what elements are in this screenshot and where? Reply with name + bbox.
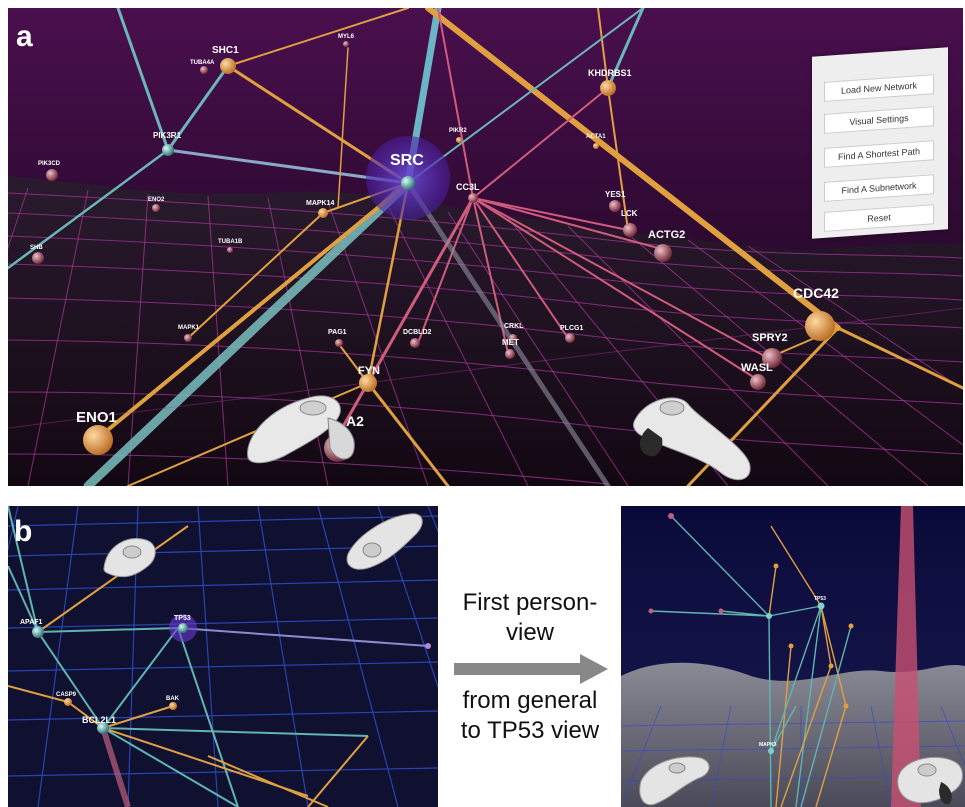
reset-button[interactable]: Reset <box>824 204 934 232</box>
node-label-tuba4a: TUBA4A <box>190 60 215 66</box>
vr-controller-left[interactable] <box>247 395 355 464</box>
vr-controller-b-right-1[interactable] <box>639 756 710 806</box>
caption-line-4: to TP53 view <box>460 717 600 744</box>
panel-a-node-labels: SHC1 TUBA4A MYL6 PIK3R1 PIK3CD ENO2 SHB … <box>30 34 839 429</box>
load-new-network-button[interactable]: Load New Network <box>824 74 934 102</box>
node-label-plcg1: PLCG1 <box>560 325 583 332</box>
node-label-shc1: SHC1 <box>212 45 239 56</box>
caption-line-2: view <box>505 619 554 646</box>
vr-menu-panel: Load New Network Visual Settings Find A … <box>812 47 948 239</box>
panel-b-left-node-labels: APAF1 TP53 CASP9 BAK BCL2L1 <box>20 615 191 725</box>
panel-b-right-nodes <box>648 513 854 754</box>
node-label-pik3cd: PIK3CD <box>38 161 61 167</box>
node-label-bcl2l1: BCL2L1 <box>82 715 116 725</box>
panel-a-canvas: SHC1 TUBA4A MYL6 PIK3R1 PIK3CD ENO2 SHB … <box>8 8 963 486</box>
highlight-beam <box>891 506 921 807</box>
node-label-lck: LCK <box>621 209 638 218</box>
node-label-pikr2: PIKR2 <box>449 128 467 134</box>
node-label-actg2: ACTG2 <box>648 229 685 241</box>
node-label-a2: A2 <box>346 413 364 429</box>
node-label-acta1: ACTA1 <box>586 134 606 140</box>
panel-b-general-view: APAF1 TP53 CASP9 BAK BCL2L1 <box>8 506 438 807</box>
panel-b-right-node-labels: TP53 MAPK3 <box>759 596 826 748</box>
panel-label-a: a <box>16 20 33 53</box>
find-subnetwork-button[interactable]: Find A Subnetwork <box>824 174 934 202</box>
node-label-crkl: CRKL <box>504 323 524 330</box>
node-label-myl6: MYL6 <box>338 34 355 40</box>
node-label-eno1: ENO1 <box>76 409 117 426</box>
node-label-cdc42: CDC42 <box>793 285 839 301</box>
node-label-mapk1: MAPK1 <box>178 325 200 331</box>
node-label-cc3l: CC3L <box>456 182 480 192</box>
caption-line-1: First person- <box>462 589 598 616</box>
node-label-shb: SHB <box>30 245 43 251</box>
node-label-bak: BAK <box>166 696 180 702</box>
node-label-pag1: PAG1 <box>328 329 347 336</box>
node-label-wasl: WASL <box>741 362 773 374</box>
node-label-spry2: SPRY2 <box>752 332 788 344</box>
panel-a-vr-scene: SHC1 TUBA4A MYL6 PIK3R1 PIK3CD ENO2 SHB … <box>8 8 963 486</box>
node-label-eno2: ENO2 <box>148 197 165 203</box>
node-label-fyn: FYN <box>358 365 380 377</box>
panel-b-tp53-view: TP53 MAPK3 <box>621 506 965 807</box>
node-label-mapk3: MAPK3 <box>759 742 777 748</box>
visual-settings-button[interactable]: Visual Settings <box>824 106 934 134</box>
node-label-dcbld2: DCBLD2 <box>403 329 431 336</box>
node-label-tp53: TP53 <box>174 615 191 622</box>
node-label-tp53-right: TP53 <box>814 596 826 602</box>
vr-controller-right[interactable] <box>633 397 751 481</box>
node-label-mapk14: MAPK14 <box>306 200 335 207</box>
node-label-pik3r1: PIK3R1 <box>153 131 182 140</box>
node-label-met: MET <box>502 338 519 347</box>
caption-line-3: from general <box>462 687 598 714</box>
node-label-yes1: YES1 <box>605 190 626 199</box>
panel-label-b: b <box>14 515 33 548</box>
panel-b-left-edges <box>8 506 429 807</box>
panel-b-left-nodes <box>32 623 431 734</box>
grid-blue <box>8 506 438 807</box>
panel-b-left-canvas: APAF1 TP53 CASP9 BAK BCL2L1 <box>8 506 438 807</box>
find-shortest-path-button[interactable]: Find A Shortest Path <box>824 140 934 168</box>
node-label-tuba1b: TUBA1B <box>218 239 243 245</box>
panel-b-right-edges <box>650 515 852 807</box>
node-label-khdrbs1: KHDRBS1 <box>588 68 632 78</box>
vr-controller-b-right-2[interactable] <box>897 756 963 805</box>
terrain-grid-radial <box>8 187 963 486</box>
panel-b-right-canvas: TP53 MAPK3 <box>621 506 965 807</box>
node-label-apaf1: APAF1 <box>20 619 43 626</box>
right-arrow-icon <box>454 654 608 684</box>
vr-controller-b-left-1[interactable] <box>103 538 156 578</box>
terrain-surface <box>8 176 963 486</box>
node-label-src: SRC <box>390 152 424 169</box>
vr-controller-b-left-2[interactable] <box>346 513 423 570</box>
node-label-casp9: CASP9 <box>56 692 77 698</box>
